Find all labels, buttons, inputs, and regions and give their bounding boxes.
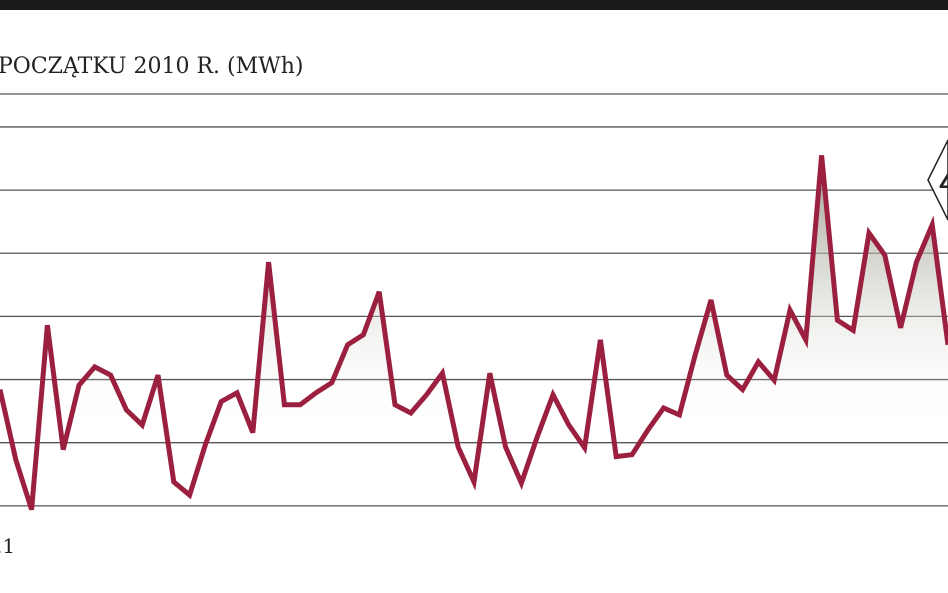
plot: [0, 155, 948, 593]
top-bar: [0, 0, 948, 10]
x-start-label: .1: [0, 534, 15, 558]
line: [0, 155, 948, 511]
callout-label: 4: [938, 159, 948, 206]
callout-box: [927, 139, 948, 221]
chart-title: POCZĄTKU 2010 R. (MWh): [0, 54, 304, 79]
area: [0, 155, 948, 593]
